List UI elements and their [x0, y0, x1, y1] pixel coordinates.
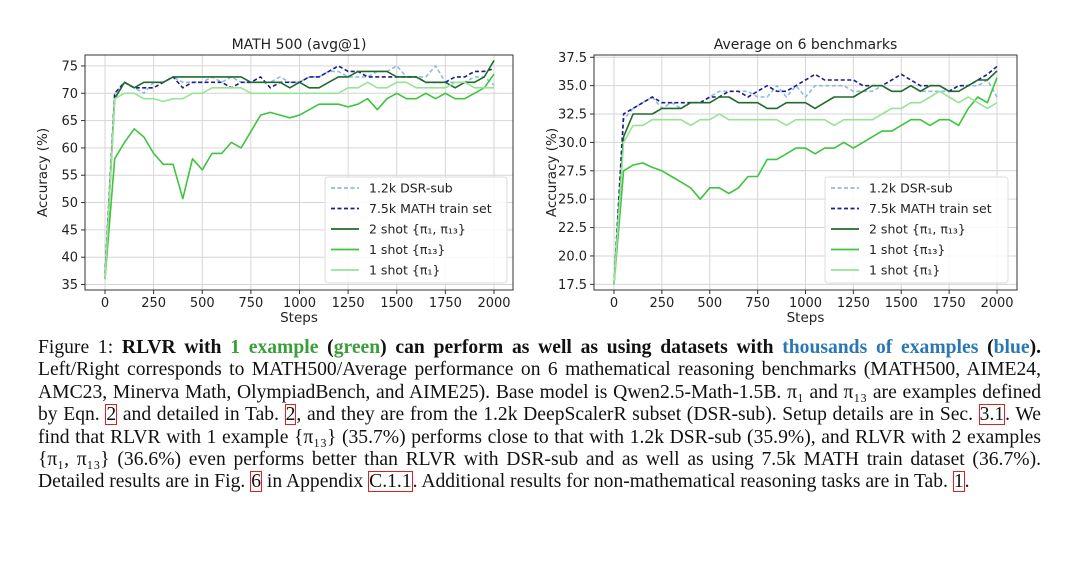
caption-text: Left/Right corresponds to MATH500/Averag… [38, 359, 1041, 426]
chart-title: Average on 6 benchmarks [714, 37, 898, 53]
caption-text: ) can perform as well as using datasets … [380, 337, 783, 358]
y-tick-label: 60 [61, 141, 78, 156]
legend-label: 1.2k DSR-sub [869, 181, 953, 196]
y-tick-label: 27.5 [558, 164, 587, 179]
y-tick-label: 70 [61, 87, 78, 102]
x-tick-label: 750 [745, 296, 770, 311]
x-tick-label: 2000 [980, 296, 1013, 311]
caption-text: in Appendix [262, 471, 369, 493]
y-tick-label: 32.5 [558, 108, 587, 123]
x-tick-label: 0 [101, 296, 109, 311]
y-tick-label: 45 [61, 223, 78, 238]
legend-label: 7.5k MATH train set [369, 201, 492, 216]
cross-reference-link[interactable]: C.1.1 [368, 471, 413, 493]
y-tick-label: 50 [61, 196, 78, 211]
series-line-3 [104, 73, 495, 280]
chart-average-6-benchmarks: 0 250 500 750 1000 1250 1500 1750 2000 17.5 20.0 22… [544, 37, 1018, 326]
series-line-4 [104, 81, 494, 280]
y-axis-label: Accuracy (%) [544, 128, 560, 217]
y-tick-label: 75 [61, 59, 78, 74]
legend: 1.2k DSR-sub 7.5k MATH train set 2 shot {π… [824, 176, 1009, 284]
chart-title: MATH 500 (avg@1) [232, 37, 367, 53]
legend: 1.2k DSR-sub 7.5k MATH train set 2 shot {π… [324, 176, 508, 284]
caption-text: . We find that RLVR with 1 example {π₁₃}… [38, 404, 1041, 493]
x-tick-label: 2000 [477, 296, 510, 311]
x-tick-label: 500 [697, 296, 722, 311]
caption-text: . [964, 471, 970, 493]
legend-label: 1 shot {π₁₃} [369, 242, 445, 257]
figure-caption: Figure 1: RLVR with 1 example (green) ca… [38, 337, 1041, 494]
x-axis-label: Steps [280, 310, 318, 326]
caption-text: thousands of examples [782, 337, 979, 358]
caption-text: ). [1029, 337, 1041, 358]
y-tick-label: 65 [61, 114, 78, 129]
legend-label: 1 shot {π₁₃} [869, 242, 945, 257]
x-tick-label: 1000 [789, 296, 822, 311]
cross-reference-link[interactable]: 1 [952, 471, 965, 493]
caption-text: , and they are from the 1.2k DeepScalerR… [296, 404, 979, 426]
x-tick-label: 500 [190, 296, 215, 311]
caption-text: ( [978, 337, 994, 358]
series-line-0 [613, 79, 998, 285]
legend-label: 2 shot {π₁, π₁₃} [369, 222, 466, 237]
x-tick-label: 250 [649, 296, 674, 311]
legend-label: 1 shot {π₁} [369, 263, 440, 278]
legend-box [324, 176, 508, 284]
chart-math500: 0 250 500 750 1000 1250 1500 1750 2000 35 40 45 50 55… [35, 37, 514, 326]
y-axis-label: Accuracy (%) [35, 128, 51, 217]
y-tick-label: 35.0 [558, 79, 587, 94]
x-tick-label: 250 [141, 296, 166, 311]
caption-text: RLVR with [121, 337, 231, 358]
y-tick-label: 55 [61, 169, 78, 184]
legend-label: 1.2k DSR-sub [369, 181, 453, 196]
figure-charts: 0 250 500 750 1000 1250 1500 1750 20003540455055… [35, 37, 1018, 326]
y-tick-label: 22.5 [558, 221, 587, 236]
x-tick-label: 0 [610, 296, 618, 311]
plot-frame [593, 54, 1018, 291]
legend-box [824, 176, 1009, 284]
caption-text: ( [318, 337, 334, 358]
caption-text: . Additional results for non-mathematica… [412, 471, 953, 493]
cross-reference-link[interactable]: 2 [284, 404, 297, 426]
x-tick-label: 1250 [837, 296, 870, 311]
caption-text: green [333, 337, 381, 358]
x-axis-label: Steps [787, 310, 825, 326]
caption-text: 1 example [230, 337, 319, 358]
y-tick-label: 37.5 [558, 51, 587, 66]
legend-label: 7.5k MATH train set [869, 201, 992, 216]
x-tick-label: 1250 [332, 296, 365, 311]
series-line-2 [104, 60, 495, 280]
legend-label: 2 shot {π₁, π₁₃} [869, 222, 966, 237]
series-line-4 [613, 90, 998, 285]
x-tick-label: 1500 [380, 296, 413, 311]
caption-text: blue [993, 337, 1030, 358]
series-line-2 [613, 70, 998, 285]
y-tick-label: 25.0 [558, 193, 587, 208]
plot-frame [84, 54, 514, 291]
cross-reference-link[interactable]: 2 [105, 404, 118, 426]
y-tick-label: 20.0 [558, 249, 587, 264]
x-tick-label: 750 [238, 296, 263, 311]
x-tick-label: 1500 [885, 296, 918, 311]
y-tick-label: 35 [61, 278, 78, 293]
cross-reference-link[interactable]: 6 [250, 471, 263, 493]
x-tick-label: 1750 [933, 296, 966, 311]
caption-text: and detailed in Tab. [117, 404, 285, 426]
y-tick-label: 30.0 [558, 136, 587, 151]
y-tick-label: 40 [61, 251, 78, 266]
legend-label: 1 shot {π₁} [869, 263, 940, 278]
y-tick-label: 17.5 [558, 278, 587, 293]
x-tick-label: 1750 [429, 296, 462, 311]
caption-text: Figure 1: [38, 337, 122, 358]
cross-reference-link[interactable]: 3.1 [978, 404, 1006, 426]
x-tick-label: 1000 [283, 296, 316, 311]
series-line-3 [613, 77, 998, 285]
